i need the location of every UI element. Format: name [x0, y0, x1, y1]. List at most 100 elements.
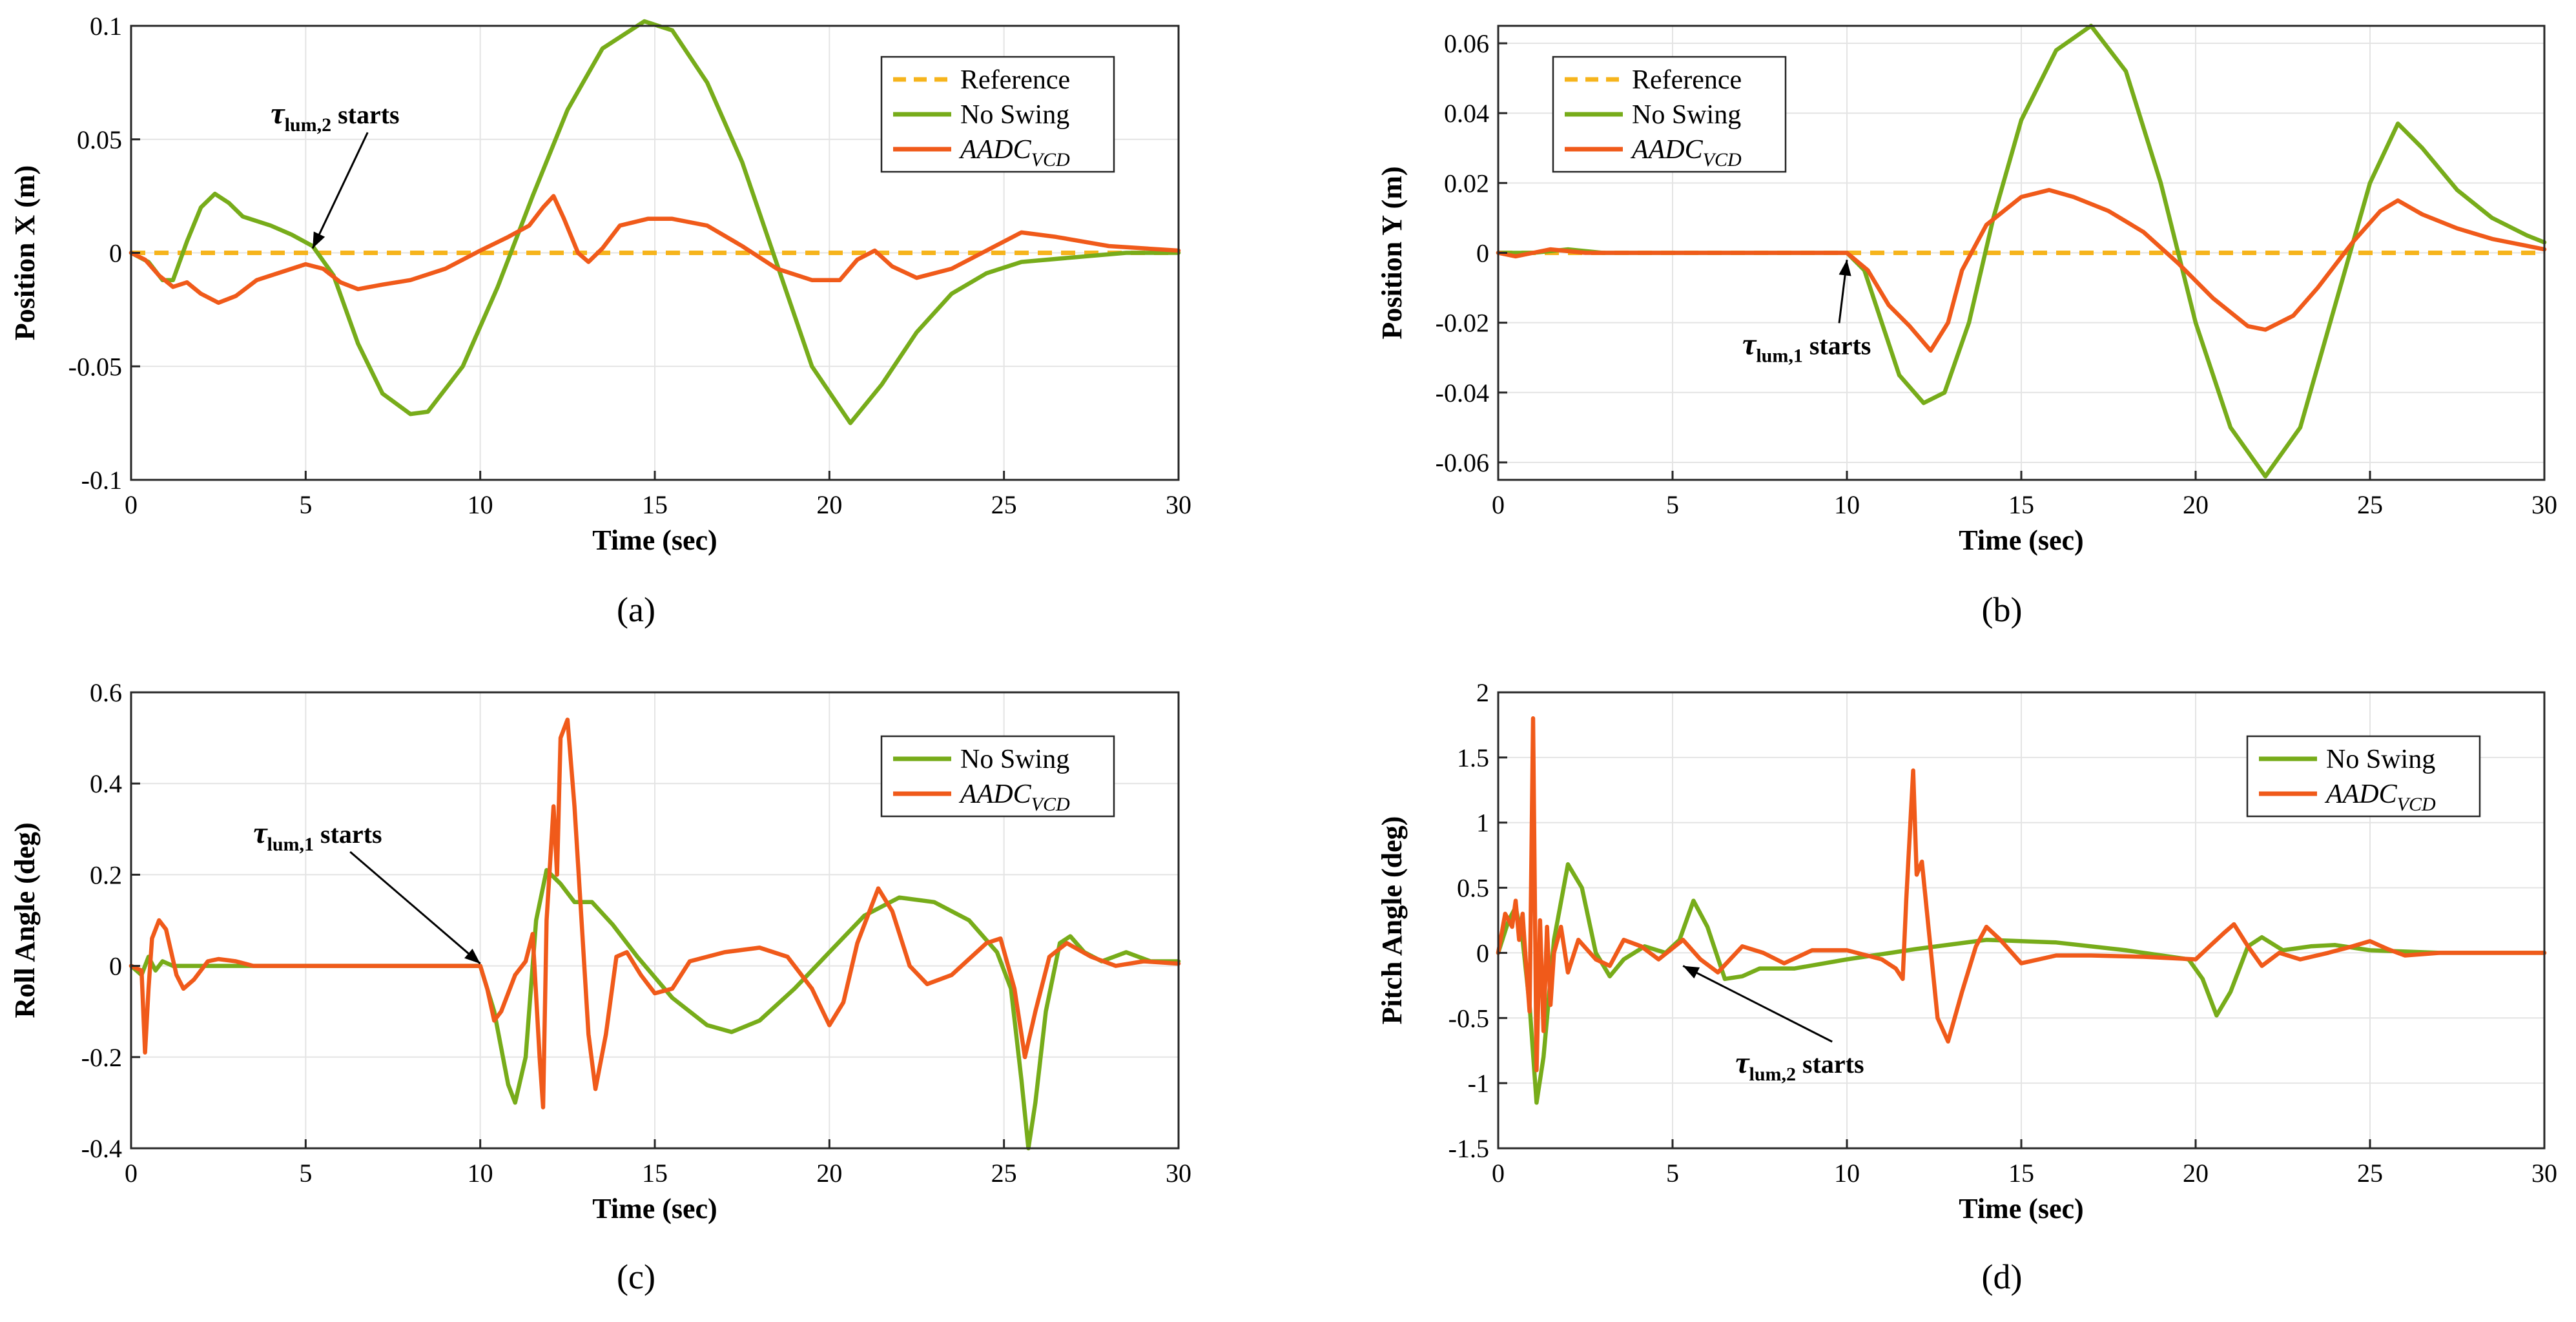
y-tick-label: 0: [1476, 938, 1489, 967]
y-axis-label: Position Y (m): [1376, 166, 1408, 339]
x-tick-label: 25: [2357, 1159, 2383, 1188]
y-tick-label: 0.5: [1457, 874, 1489, 903]
chart-panel-b: 0 5 10 15 20 25 30 -0.06 -0.04 -0.02 0 0.02 0.04 0.06…: [1376, 23, 2557, 629]
annotation-arrow: [311, 132, 369, 249]
chart-panel-d: 0 5 10 15 20 25 30 -1.5 -1 -0.5 0 0.5 1 1.5 2 Time (sec…: [1376, 678, 2557, 1296]
y-tick-label: -0.05: [68, 352, 122, 381]
x-tick-label: 10: [1834, 1159, 1860, 1188]
chart-panel-a: 0 5 10 15 20 25 30 -0.1 -0.05 0 0.05 0.1 Time (sec) P…: [9, 12, 1191, 629]
x-axis-label: Time (sec): [592, 1193, 717, 1224]
y-tick-label: 0: [109, 952, 122, 981]
x-tick-label: 15: [642, 490, 668, 519]
x-axis-label: Time (sec): [1959, 1193, 2083, 1224]
x-tick-label: 10: [468, 1159, 493, 1188]
panel-caption: (a): [617, 590, 655, 629]
y-tick-label: 0: [1476, 239, 1489, 268]
y-tick-label: -0.02: [1436, 309, 1489, 338]
panel-caption: (b): [1982, 590, 2023, 629]
x-tick-label: 15: [2008, 1159, 2034, 1188]
y-tick-label: 0.4: [90, 769, 122, 798]
y-tick-label: 0.04: [1444, 99, 1489, 128]
x-tick-label: 0: [125, 1159, 138, 1188]
y-tick-label: -1.5: [1448, 1134, 1489, 1163]
annotation: τlum,1 starts: [253, 816, 481, 965]
y-tick-label: -0.4: [81, 1134, 122, 1163]
x-tick-label: 30: [1166, 490, 1191, 519]
x-tick-label: 25: [991, 1159, 1017, 1188]
x-tick-label: 25: [991, 490, 1017, 519]
y-tick-label: 0.2: [90, 860, 122, 889]
series-line-aadc: [129, 718, 1181, 1110]
y-tick-label: -0.04: [1436, 378, 1489, 408]
legend-box: [2246, 735, 2481, 818]
x-tick-label: 5: [1666, 490, 1679, 519]
x-axis-label: Time (sec): [1959, 524, 2083, 556]
x-tick-label: 20: [2183, 1159, 2209, 1188]
y-tick-label: 1.5: [1457, 743, 1489, 772]
y-axis-label: Position X (m): [9, 165, 41, 340]
series-line-aadc: [1496, 716, 2547, 1073]
y-tick-label: -0.1: [81, 466, 122, 495]
y-tick-label: -0.06: [1436, 448, 1489, 477]
y-axis-label: Pitch Angle (deg): [1376, 816, 1408, 1025]
y-tick-label: 0.06: [1444, 29, 1489, 58]
x-tick-label: 0: [1492, 1159, 1505, 1188]
legend-box: [880, 735, 1115, 818]
x-tick-label: 20: [816, 490, 842, 519]
x-tick-label: 30: [2531, 490, 2557, 519]
legend: No Swing AADCVCD: [2246, 735, 2481, 818]
panel-caption: (d): [1982, 1257, 2023, 1296]
y-tick-label: 0.02: [1444, 169, 1489, 198]
annotation-arrowhead: [1839, 260, 1851, 276]
x-tick-label: 10: [468, 490, 493, 519]
x-tick-label: 15: [2008, 490, 2034, 519]
legend-label: AADCVCD: [958, 135, 1070, 170]
annotation: τlum,2 starts: [271, 96, 400, 249]
legend-label: No Swing: [2326, 745, 2435, 774]
x-tick-label: 15: [642, 1159, 668, 1188]
y-tick-label: -0.2: [81, 1043, 122, 1072]
panel-caption: (c): [617, 1257, 655, 1296]
y-tick-label: -1: [1468, 1069, 1489, 1098]
y-tick-label: 0.05: [77, 125, 122, 154]
legend-label: AADCVCD: [958, 780, 1070, 815]
series-line-aadc: [1496, 187, 2547, 353]
annotation-arrowhead: [313, 231, 325, 249]
x-tick-label: 30: [1166, 1159, 1191, 1188]
annotation-arrow: [1682, 965, 1833, 1043]
annotation-label: τlum,2 starts: [1735, 1046, 1864, 1085]
legend: Reference No Swing AADCVCD: [880, 56, 1115, 173]
legend-label: Reference: [960, 65, 1070, 95]
series-line-no-swing: [129, 19, 1181, 426]
x-tick-label: 5: [299, 1159, 312, 1188]
annotation-label: τlum,2 starts: [271, 96, 399, 136]
legend-label: No Swing: [960, 100, 1069, 130]
y-tick-label: 0.6: [90, 678, 122, 707]
x-tick-label: 5: [299, 490, 312, 519]
annotation-arrow: [349, 851, 481, 965]
y-tick-label: -0.5: [1448, 1004, 1489, 1033]
x-tick-label: 30: [2531, 1159, 2557, 1188]
y-axis-label: Roll Angle (deg): [9, 822, 41, 1018]
y-tick-label: 2: [1476, 678, 1489, 707]
legend-label: Reference: [1632, 65, 1742, 95]
y-tick-label: 0.1: [90, 12, 122, 41]
x-tick-label: 25: [2357, 490, 2383, 519]
annotation-arrowhead: [464, 949, 480, 964]
x-tick-label: 10: [1834, 490, 1860, 519]
x-tick-label: 20: [2183, 490, 2209, 519]
annotation-label: τlum,1 starts: [253, 816, 382, 855]
annotation-arrowhead: [1683, 966, 1700, 979]
annotation: τlum,1 starts: [1742, 260, 1871, 366]
y-tick-label: 1: [1476, 809, 1489, 838]
y-tick-label: 0: [109, 239, 122, 268]
x-tick-label: 5: [1666, 1159, 1679, 1188]
annotation: τlum,2 starts: [1682, 965, 1864, 1085]
legend-label: No Swing: [1632, 100, 1741, 130]
x-axis-label: Time (sec): [592, 524, 717, 556]
annotation-label: τlum,1 starts: [1742, 327, 1871, 366]
legend-label: AADCVCD: [1630, 135, 1742, 170]
chart-panel-c: 0 5 10 15 20 25 30 -0.4 -0.2 0 0.2 0.4 0.6 Time (sec)…: [9, 678, 1191, 1296]
x-tick-label: 0: [125, 490, 138, 519]
